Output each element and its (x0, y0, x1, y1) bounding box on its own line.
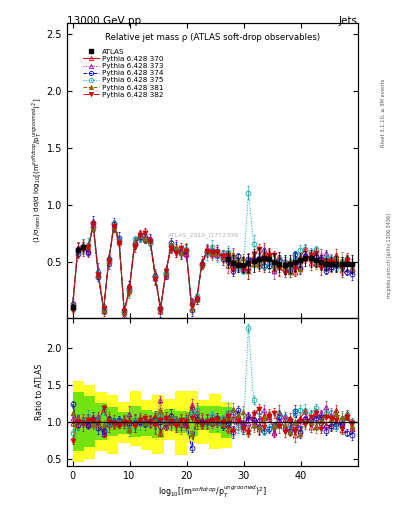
Text: ATLAS_2019_I1772399: ATLAS_2019_I1772399 (168, 233, 239, 239)
Text: Relative jet mass ρ (ATLAS soft-drop observables): Relative jet mass ρ (ATLAS soft-drop obs… (105, 33, 320, 42)
Text: mcplots.cern.ch [arXiv:1306.3436]: mcplots.cern.ch [arXiv:1306.3436] (387, 214, 391, 298)
Y-axis label: Ratio to ATLAS: Ratio to ATLAS (35, 364, 44, 420)
Legend: ATLAS, Pythia 6.428 370, Pythia 6.428 373, Pythia 6.428 374, Pythia 6.428 375, P: ATLAS, Pythia 6.428 370, Pythia 6.428 37… (82, 47, 165, 99)
X-axis label: log$_{10}$[(m$^{soft drop}$/p$_T^{ungroomed}$)$^2$]: log$_{10}$[(m$^{soft drop}$/p$_T^{ungroo… (158, 483, 267, 500)
Y-axis label: (1/σ$_{resm}$) dσ/d log$_{10}$[(m$^{soft drop}$/p$_T^{ungroomed}$)$^2$]: (1/σ$_{resm}$) dσ/d log$_{10}$[(m$^{soft… (31, 98, 44, 243)
Text: Rivet 3.1.10, ≥ 3M events: Rivet 3.1.10, ≥ 3M events (381, 78, 386, 147)
Text: 13000 GeV pp: 13000 GeV pp (67, 16, 141, 27)
Text: Jets: Jets (339, 16, 358, 27)
